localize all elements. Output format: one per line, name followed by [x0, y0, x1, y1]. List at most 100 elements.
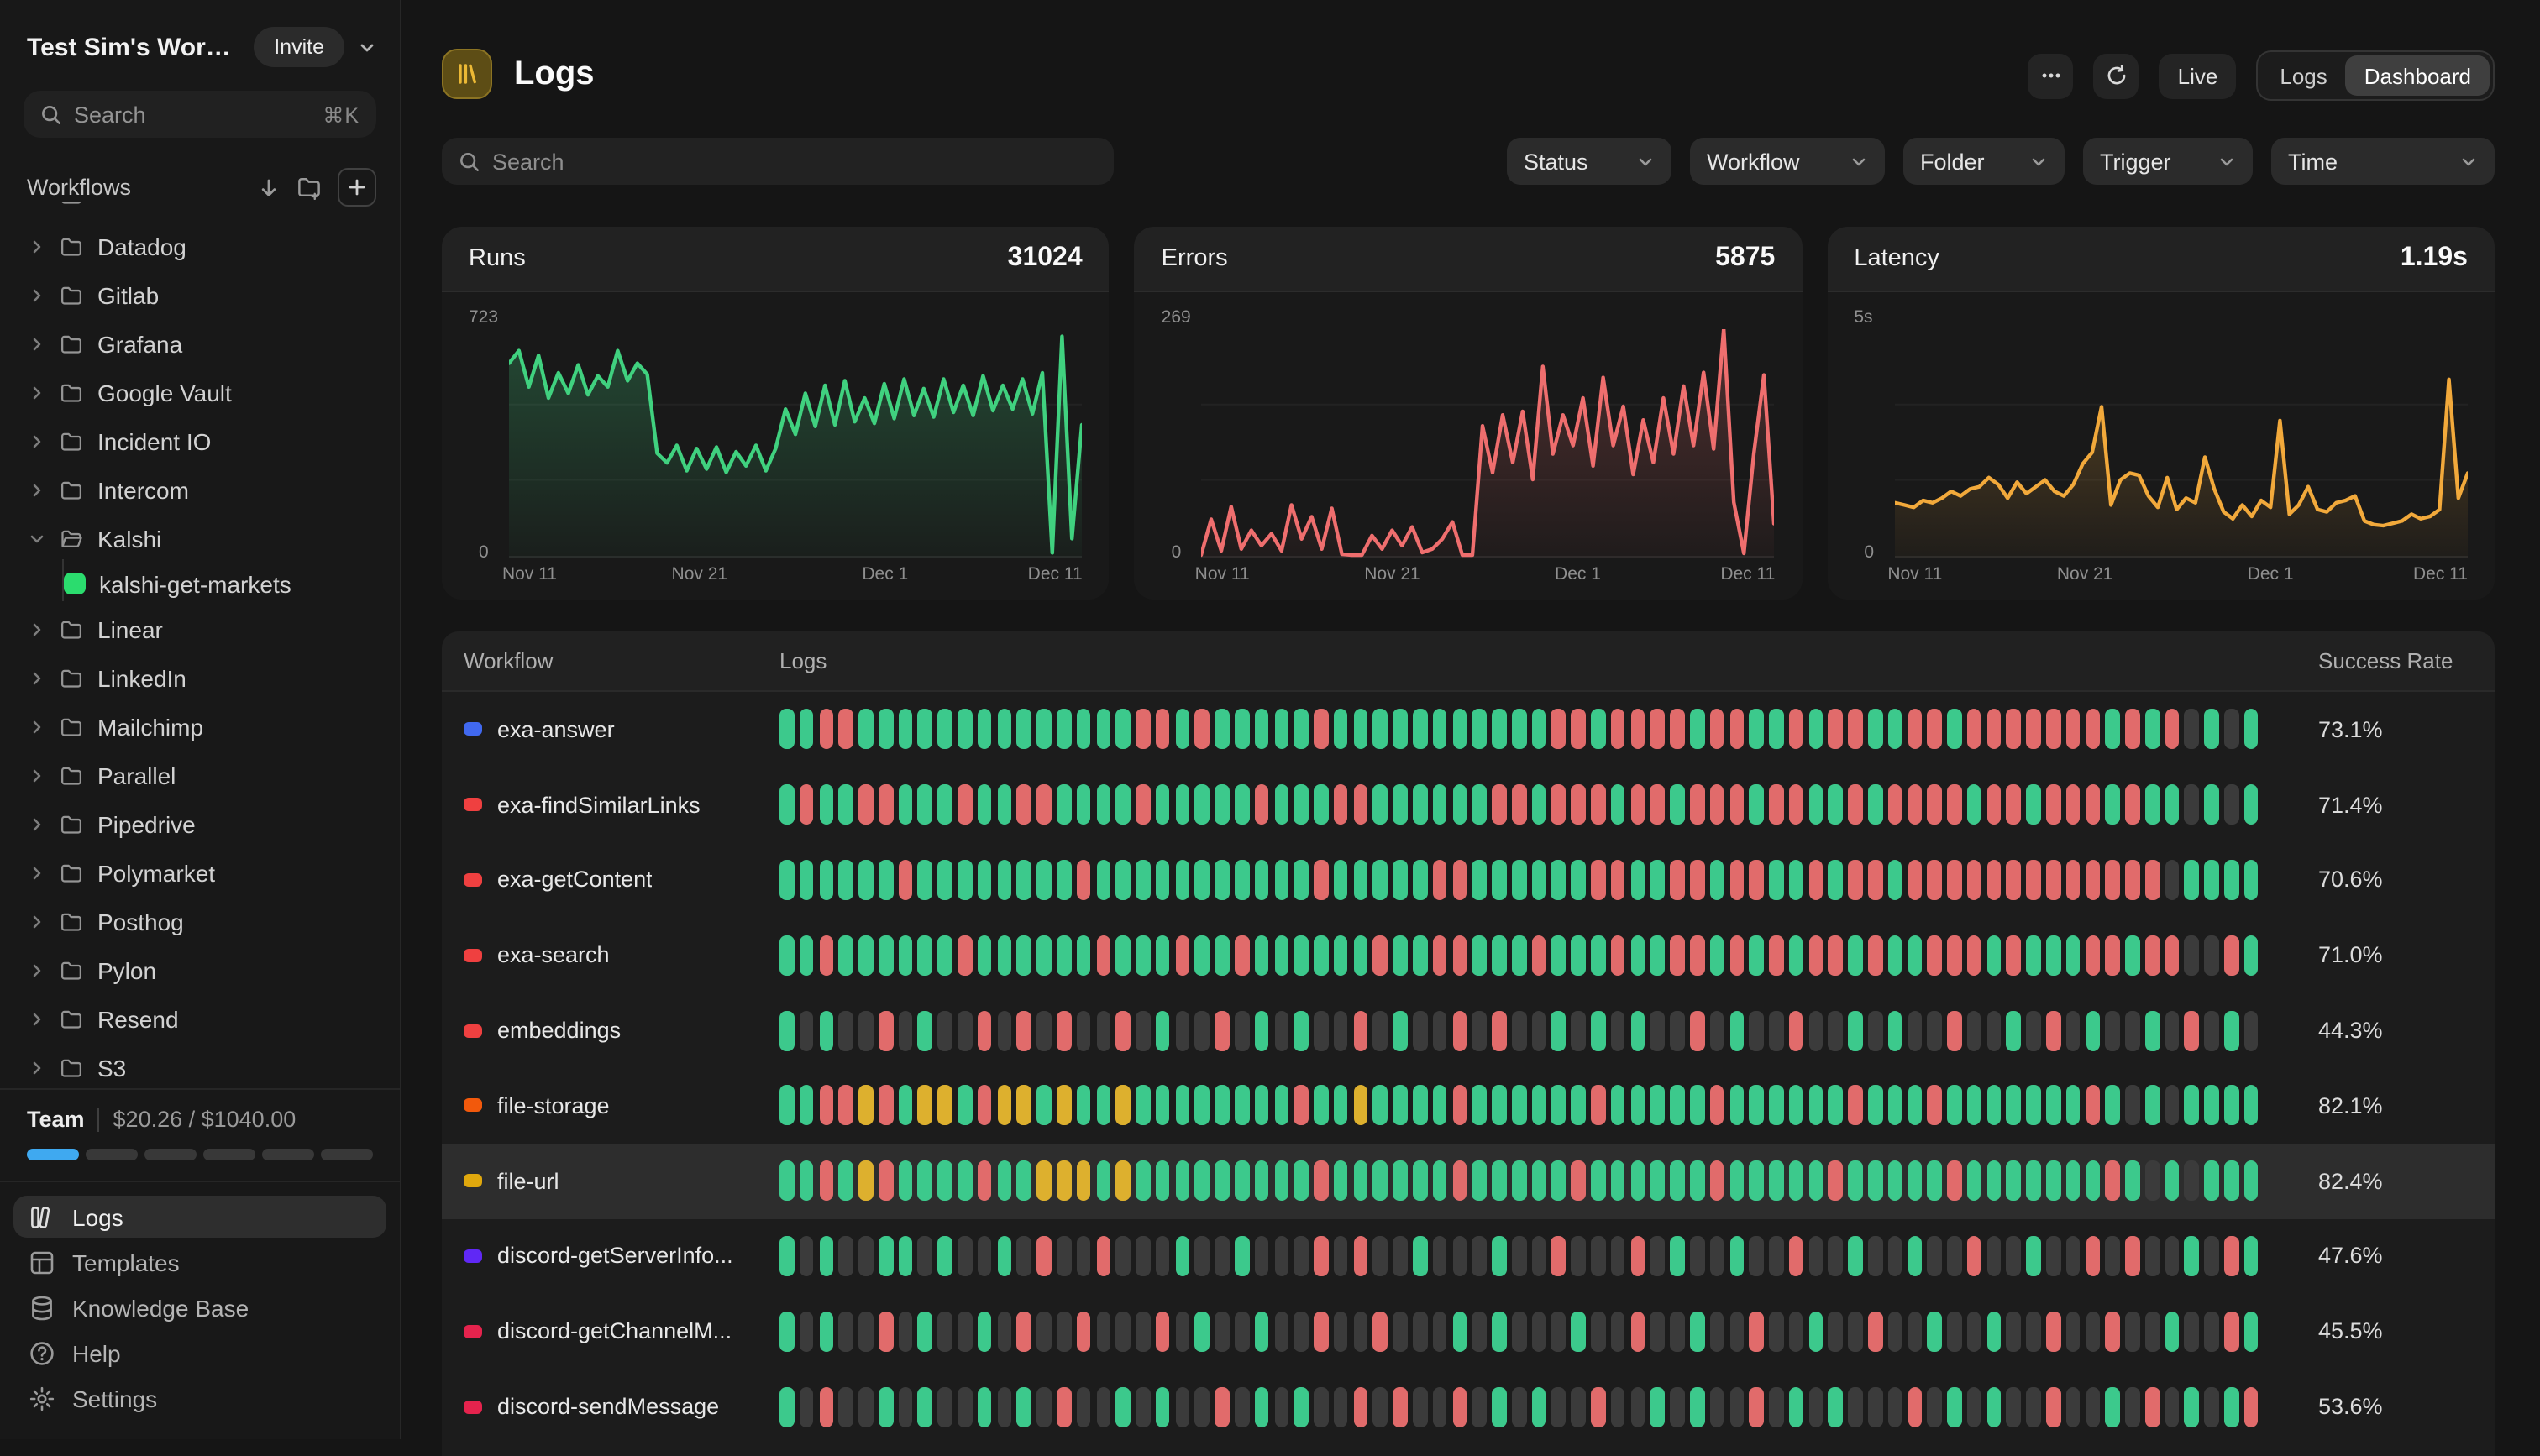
log-bar[interactable]: [917, 1235, 933, 1276]
log-bar[interactable]: [977, 935, 992, 976]
log-bar[interactable]: [1551, 784, 1567, 825]
log-bar[interactable]: [1076, 1085, 1091, 1126]
log-bar[interactable]: [1551, 1010, 1567, 1051]
sidebar-folder-item-incident-io[interactable]: Incident IO: [13, 416, 386, 465]
log-bar[interactable]: [1115, 1160, 1131, 1202]
log-bar[interactable]: [1215, 859, 1230, 900]
log-bar[interactable]: [1155, 1235, 1170, 1276]
log-bar[interactable]: [1571, 1010, 1586, 1051]
log-bar[interactable]: [917, 1085, 933, 1126]
log-bar[interactable]: [1056, 935, 1072, 976]
log-bar[interactable]: [1670, 1085, 1685, 1126]
log-bar[interactable]: [1314, 1235, 1329, 1276]
log-bar[interactable]: [1947, 1010, 1962, 1051]
log-bar[interactable]: [898, 784, 913, 825]
log-bar[interactable]: [1610, 1160, 1625, 1202]
log-bar[interactable]: [1115, 1311, 1131, 1352]
log-bar[interactable]: [1393, 859, 1408, 900]
log-bar[interactable]: [1927, 709, 1942, 750]
log-bar[interactable]: [2184, 1160, 2200, 1202]
log-bar[interactable]: [2046, 1010, 2061, 1051]
log-bar[interactable]: [1887, 784, 1902, 825]
log-bar[interactable]: [1314, 1386, 1329, 1427]
log-bar[interactable]: [898, 1085, 913, 1126]
log-bar[interactable]: [1215, 1386, 1230, 1427]
log-bar[interactable]: [1056, 1386, 1072, 1427]
log-bar[interactable]: [1333, 784, 1348, 825]
log-bar[interactable]: [1729, 859, 1745, 900]
log-bar[interactable]: [1551, 1386, 1567, 1427]
log-bar[interactable]: [1115, 784, 1131, 825]
log-bar[interactable]: [1413, 1160, 1428, 1202]
log-bar[interactable]: [937, 1235, 953, 1276]
log-bar[interactable]: [2184, 859, 2200, 900]
log-bar[interactable]: [1531, 1386, 1546, 1427]
table-row[interactable]: exa-answer 73.1%: [442, 692, 2495, 767]
log-bar[interactable]: [2065, 1010, 2081, 1051]
filter-trigger[interactable]: Trigger: [2083, 138, 2253, 185]
log-bar[interactable]: [1353, 859, 1368, 900]
log-bar[interactable]: [1194, 709, 1210, 750]
log-bar[interactable]: [858, 1160, 874, 1202]
log-bar[interactable]: [1591, 1010, 1606, 1051]
log-bar[interactable]: [1551, 1235, 1567, 1276]
log-bar[interactable]: [2105, 1160, 2120, 1202]
log-bar[interactable]: [1709, 1386, 1724, 1427]
log-bar[interactable]: [2125, 1386, 2140, 1427]
log-bar[interactable]: [1372, 1010, 1388, 1051]
log-bar[interactable]: [1234, 1311, 1250, 1352]
log-bar[interactable]: [1630, 1160, 1645, 1202]
log-bar[interactable]: [1076, 859, 1091, 900]
log-bar[interactable]: [1867, 1311, 1883, 1352]
log-bar[interactable]: [1591, 1160, 1606, 1202]
log-bar[interactable]: [799, 784, 814, 825]
log-bar[interactable]: [1215, 1010, 1230, 1051]
log-bar[interactable]: [1432, 709, 1447, 750]
log-bar[interactable]: [1610, 935, 1625, 976]
log-bar[interactable]: [799, 709, 814, 750]
log-bar[interactable]: [2224, 1010, 2239, 1051]
log-bar[interactable]: [1887, 709, 1902, 750]
log-bar[interactable]: [779, 1010, 795, 1051]
log-bar[interactable]: [997, 1085, 1012, 1126]
log-bar[interactable]: [1472, 1235, 1487, 1276]
log-bar[interactable]: [977, 859, 992, 900]
log-bar[interactable]: [1670, 935, 1685, 976]
log-bar[interactable]: [1531, 935, 1546, 976]
log-bar[interactable]: [1234, 935, 1250, 976]
log-bar[interactable]: [1254, 1085, 1269, 1126]
log-bar[interactable]: [1194, 1386, 1210, 1427]
log-bar[interactable]: [1749, 1235, 1764, 1276]
log-bar[interactable]: [1828, 1386, 1843, 1427]
log-bar[interactable]: [1136, 1160, 1151, 1202]
log-bar[interactable]: [1274, 1085, 1289, 1126]
log-bar[interactable]: [1393, 1311, 1408, 1352]
log-bar[interactable]: [2065, 1085, 2081, 1126]
log-bar[interactable]: [1571, 784, 1586, 825]
log-bar[interactable]: [858, 709, 874, 750]
log-bar[interactable]: [1670, 1386, 1685, 1427]
log-bar[interactable]: [1096, 1085, 1111, 1126]
log-bar[interactable]: [1155, 859, 1170, 900]
log-bar[interactable]: [1927, 1235, 1942, 1276]
log-bar[interactable]: [1452, 1386, 1467, 1427]
new-folder-icon[interactable]: [296, 175, 323, 200]
log-bar[interactable]: [1155, 1010, 1170, 1051]
log-bar[interactable]: [958, 1311, 973, 1352]
log-bar[interactable]: [1571, 859, 1586, 900]
log-bar[interactable]: [1393, 1235, 1408, 1276]
log-bar[interactable]: [1689, 784, 1705, 825]
filter-time[interactable]: Time: [2271, 138, 2495, 185]
log-bar[interactable]: [1215, 1160, 1230, 1202]
log-bar[interactable]: [779, 1311, 795, 1352]
log-bar[interactable]: [2086, 1010, 2101, 1051]
log-bar[interactable]: [1274, 709, 1289, 750]
log-bar[interactable]: [1036, 859, 1052, 900]
log-bar[interactable]: [2026, 709, 2041, 750]
log-bar[interactable]: [1254, 1235, 1269, 1276]
log-bar[interactable]: [858, 1085, 874, 1126]
log-bar[interactable]: [1234, 1235, 1250, 1276]
log-bar[interactable]: [1591, 859, 1606, 900]
log-bar[interactable]: [1927, 1160, 1942, 1202]
log-bar[interactable]: [1947, 1085, 1962, 1126]
